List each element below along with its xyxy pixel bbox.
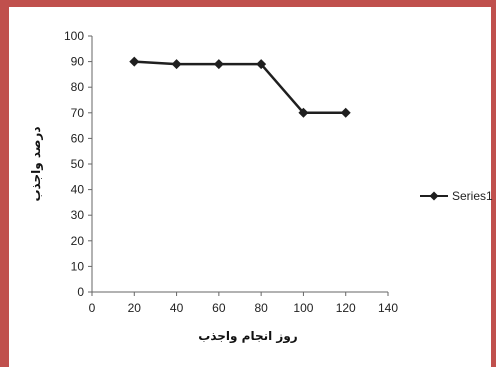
x-axis-title: روز انجام واجذب <box>198 329 298 344</box>
data-point-marker <box>213 59 224 70</box>
y-tick-label: 100 <box>64 29 84 43</box>
y-tick-label: 80 <box>71 80 85 94</box>
y-tick-label: 60 <box>71 131 85 145</box>
y-tick-label: 0 <box>77 285 84 299</box>
x-tick-label: 140 <box>378 301 398 315</box>
y-axis-title: درصد واجذب <box>29 127 44 202</box>
data-point-marker <box>340 107 351 118</box>
data-point-marker <box>298 107 309 118</box>
x-tick-label: 100 <box>293 301 313 315</box>
legend-marker <box>429 191 439 201</box>
x-tick-label: 60 <box>212 301 226 315</box>
y-tick-label: 10 <box>71 259 85 273</box>
y-tick-label: 70 <box>71 106 85 120</box>
series-group <box>129 56 351 118</box>
x-axis-ticks: 0 20 40 60 80 100 120 140 <box>89 292 398 315</box>
x-tick-label: 120 <box>336 301 356 315</box>
data-point-marker <box>256 59 267 70</box>
x-tick-label: 20 <box>128 301 142 315</box>
series-line <box>134 60 346 115</box>
x-tick-label: 0 <box>89 301 96 315</box>
legend: Series1 <box>420 189 493 203</box>
y-tick-label: 50 <box>71 157 85 171</box>
data-point-marker <box>129 56 140 67</box>
legend-label-series1: Series1 <box>452 189 493 203</box>
y-tick-label: 40 <box>71 183 85 197</box>
x-tick-label: 40 <box>170 301 184 315</box>
y-axis-ticks: 0 10 20 30 40 50 60 70 80 90 100 <box>64 29 92 299</box>
data-point-marker <box>171 59 182 70</box>
y-tick-label: 90 <box>71 55 85 69</box>
x-tick-label: 80 <box>254 301 268 315</box>
y-tick-label: 20 <box>71 234 85 248</box>
y-tick-label: 30 <box>71 208 85 222</box>
